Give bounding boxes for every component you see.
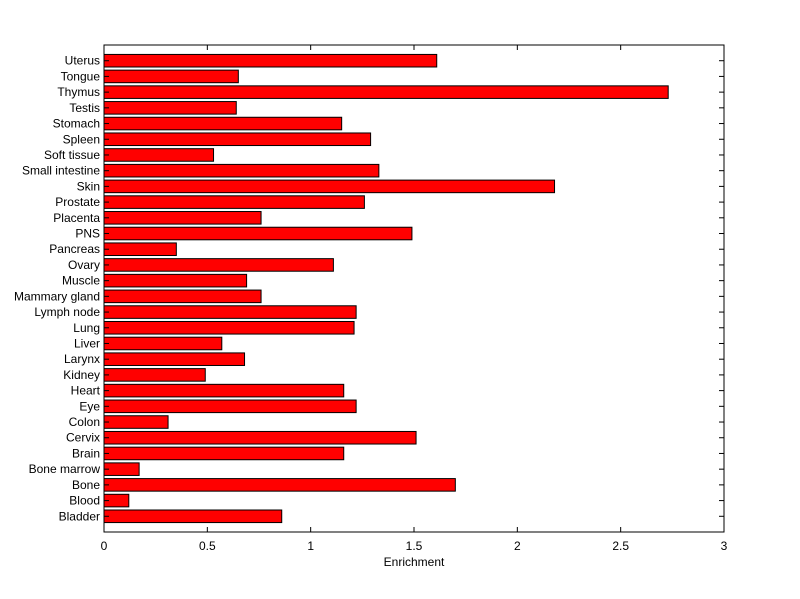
bar-tongue xyxy=(103,69,239,84)
x-tick-label: 1.5 xyxy=(406,539,423,553)
bar-stomach xyxy=(103,116,343,131)
bar-spleen xyxy=(103,132,372,147)
y-tick-label-stomach: Stomach xyxy=(53,117,100,131)
y-tick-label-small-intestine: Small intestine xyxy=(22,164,100,178)
x-tick-label: 0.5 xyxy=(199,539,216,553)
bar-muscle xyxy=(103,273,248,288)
bar-pancreas xyxy=(103,242,177,257)
x-tick-label: 2 xyxy=(514,539,521,553)
bar-bladder xyxy=(103,509,283,524)
y-tick-label-colon: Colon xyxy=(69,415,100,429)
y-tick-label-eye: Eye xyxy=(79,399,100,413)
y-tick-label-brain: Brain xyxy=(72,446,100,460)
x-tick-label: 2.5 xyxy=(612,539,629,553)
x-tick-label: 1 xyxy=(307,539,314,553)
bar-prostate xyxy=(103,195,365,209)
y-tick-label-muscle: Muscle xyxy=(62,274,100,288)
bar-larynx xyxy=(103,352,246,366)
y-tick-label-spleen: Spleen xyxy=(63,132,100,146)
y-tick-label-placenta: Placenta xyxy=(53,211,100,225)
bar-liver xyxy=(103,336,223,351)
y-tick-label-pancreas: Pancreas xyxy=(49,242,100,256)
y-tick-label-thymus: Thymus xyxy=(57,85,100,99)
x-tick-label: 0 xyxy=(101,539,108,553)
y-tick-label-cervix: Cervix xyxy=(66,431,100,445)
plot-frame xyxy=(103,44,725,533)
bar-brain xyxy=(103,446,345,461)
x-tick-label: 3 xyxy=(721,539,728,553)
y-tick-marks xyxy=(104,60,724,517)
bar-lymph-node xyxy=(103,305,357,319)
y-tick-label-bone-marrow: Bone marrow xyxy=(29,462,101,476)
y-tick-label-tongue: Tongue xyxy=(61,69,101,83)
bar-mammary-gland xyxy=(103,289,262,304)
y-tick-label-mammary-gland: Mammary gland xyxy=(14,289,100,303)
y-tick-label-uterus: Uterus xyxy=(65,54,100,68)
bar-bone-marrow xyxy=(103,462,140,476)
y-tick-label-larynx: Larynx xyxy=(64,352,100,366)
y-tick-label-lymph-node: Lymph node xyxy=(34,305,100,319)
bar-uterus xyxy=(103,53,438,68)
bar-cervix xyxy=(103,430,417,445)
bar-eye xyxy=(103,399,357,414)
bar-soft-tissue xyxy=(103,148,215,162)
y-tick-label-lung: Lung xyxy=(73,321,100,335)
y-tick-label-kidney: Kidney xyxy=(63,368,100,382)
x-axis-label: Enrichment xyxy=(384,555,445,569)
x-tick-labels: 0 0.5 1 1.5 2 2.5 3 xyxy=(101,539,728,553)
y-tick-label-prostate: Prostate xyxy=(55,195,100,209)
bar-thymus xyxy=(103,85,669,99)
bar-small-intestine xyxy=(103,163,380,178)
bar-heart xyxy=(103,383,345,398)
bar-placenta xyxy=(103,211,262,225)
bars-group xyxy=(103,53,669,524)
bar-colon xyxy=(103,415,169,429)
y-tick-label-blood: Blood xyxy=(69,494,100,508)
y-tick-label-soft-tissue: Soft tissue xyxy=(44,148,100,162)
bar-testis xyxy=(103,101,237,115)
bar-bone xyxy=(103,478,456,492)
bar-kidney xyxy=(103,368,206,382)
bar-lung xyxy=(103,320,355,335)
y-tick-label-heart: Heart xyxy=(71,384,101,398)
y-tick-label-bladder: Bladder xyxy=(59,509,100,523)
y-tick-label-pns: PNS xyxy=(75,227,100,241)
y-tick-label-skin: Skin xyxy=(77,179,100,193)
y-tick-label-liver: Liver xyxy=(74,336,100,350)
bar-ovary xyxy=(103,258,334,272)
y-tick-label-bone: Bone xyxy=(72,478,100,492)
bar-pns xyxy=(103,226,413,241)
y-tick-label-ovary: Ovary xyxy=(68,258,100,272)
bar-skin xyxy=(103,179,556,194)
y-tick-label-testis: Testis xyxy=(69,101,100,115)
